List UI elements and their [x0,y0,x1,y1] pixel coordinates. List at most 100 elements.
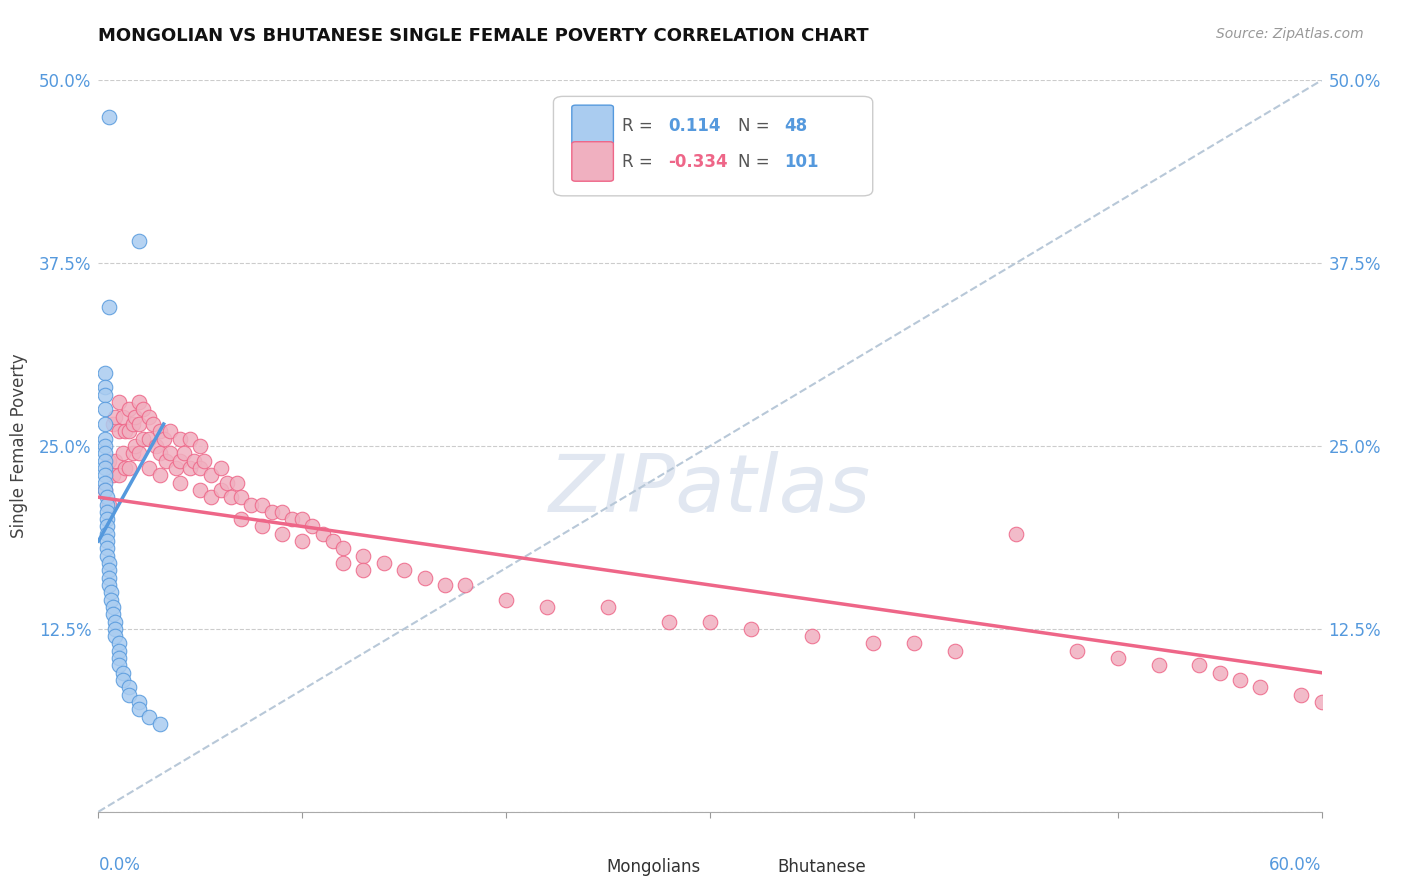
Point [108,425,131,439]
Point [128,395,150,409]
Point [93,388,115,402]
Point [352,549,374,563]
Point [536,599,558,614]
Point [93,432,115,446]
Point [100,592,122,607]
Point [173,446,195,460]
Point [128,695,150,709]
Point [128,446,150,460]
Text: 0.0%: 0.0% [98,855,141,873]
Point [200,468,222,483]
Point [96,549,118,563]
Text: 0.114: 0.114 [668,117,721,135]
Point [179,461,201,475]
Text: 60.0%: 60.0% [1270,855,1322,873]
Point [124,409,146,424]
Point [699,615,721,629]
Point [96,541,118,556]
Point [1249,681,1271,695]
Point [179,432,201,446]
Point [801,629,824,643]
Point [138,461,160,475]
Point [152,432,174,446]
Point [108,658,131,673]
FancyBboxPatch shape [572,142,613,181]
Point [104,629,127,643]
Point [193,453,215,467]
Point [122,446,145,460]
Point [250,519,273,533]
Point [149,468,172,483]
Text: 101: 101 [785,153,820,171]
Point [108,651,131,665]
Point [101,599,124,614]
Point [93,366,115,380]
Point [118,402,141,417]
Point [132,402,155,417]
Point [122,417,145,431]
Point [118,461,141,475]
Text: Mongolians: Mongolians [606,857,700,876]
FancyBboxPatch shape [731,850,769,883]
Point [209,483,232,497]
Point [114,425,136,439]
Point [392,563,416,577]
Point [108,395,131,409]
Point [291,534,314,549]
Point [128,234,150,248]
Point [93,483,115,497]
Point [93,453,115,467]
Text: N =: N = [738,117,770,135]
Point [101,468,124,483]
Point [215,475,238,490]
Point [159,446,181,460]
Point [93,402,115,417]
Text: R =: R = [621,153,652,171]
Point [93,446,115,460]
Point [149,717,172,731]
Point [145,439,167,453]
Point [108,644,131,658]
Point [231,512,253,526]
Point [1147,658,1170,673]
Point [93,483,115,497]
Point [101,607,124,622]
FancyBboxPatch shape [572,105,613,145]
Point [96,505,118,519]
Point [322,534,344,549]
Point [270,526,294,541]
Point [226,475,249,490]
Point [97,300,120,314]
Point [209,461,232,475]
Point [169,453,191,467]
Point [332,541,354,556]
Point [188,439,212,453]
Point [149,446,172,460]
FancyBboxPatch shape [560,850,598,883]
Text: -0.334: -0.334 [668,153,728,171]
Text: Bhutanese: Bhutanese [778,857,866,876]
Text: R =: R = [621,117,652,135]
Text: Source: ZipAtlas.com: Source: ZipAtlas.com [1216,27,1364,41]
Point [101,417,124,431]
Point [1107,651,1129,665]
Point [165,461,187,475]
Point [124,439,146,453]
Point [93,461,115,475]
Point [96,512,118,526]
Point [100,585,122,599]
FancyBboxPatch shape [554,96,873,196]
Point [128,702,150,716]
Text: N =: N = [738,153,770,171]
Point [270,505,294,519]
Point [111,409,134,424]
Point [93,439,115,453]
Point [142,417,165,431]
Point [740,622,762,636]
Point [97,498,120,512]
Text: MONGOLIAN VS BHUTANESE SINGLE FEMALE POVERTY CORRELATION CHART: MONGOLIAN VS BHUTANESE SINGLE FEMALE POV… [98,27,869,45]
Point [188,461,212,475]
Point [111,446,134,460]
Point [128,417,150,431]
Text: 48: 48 [785,117,808,135]
